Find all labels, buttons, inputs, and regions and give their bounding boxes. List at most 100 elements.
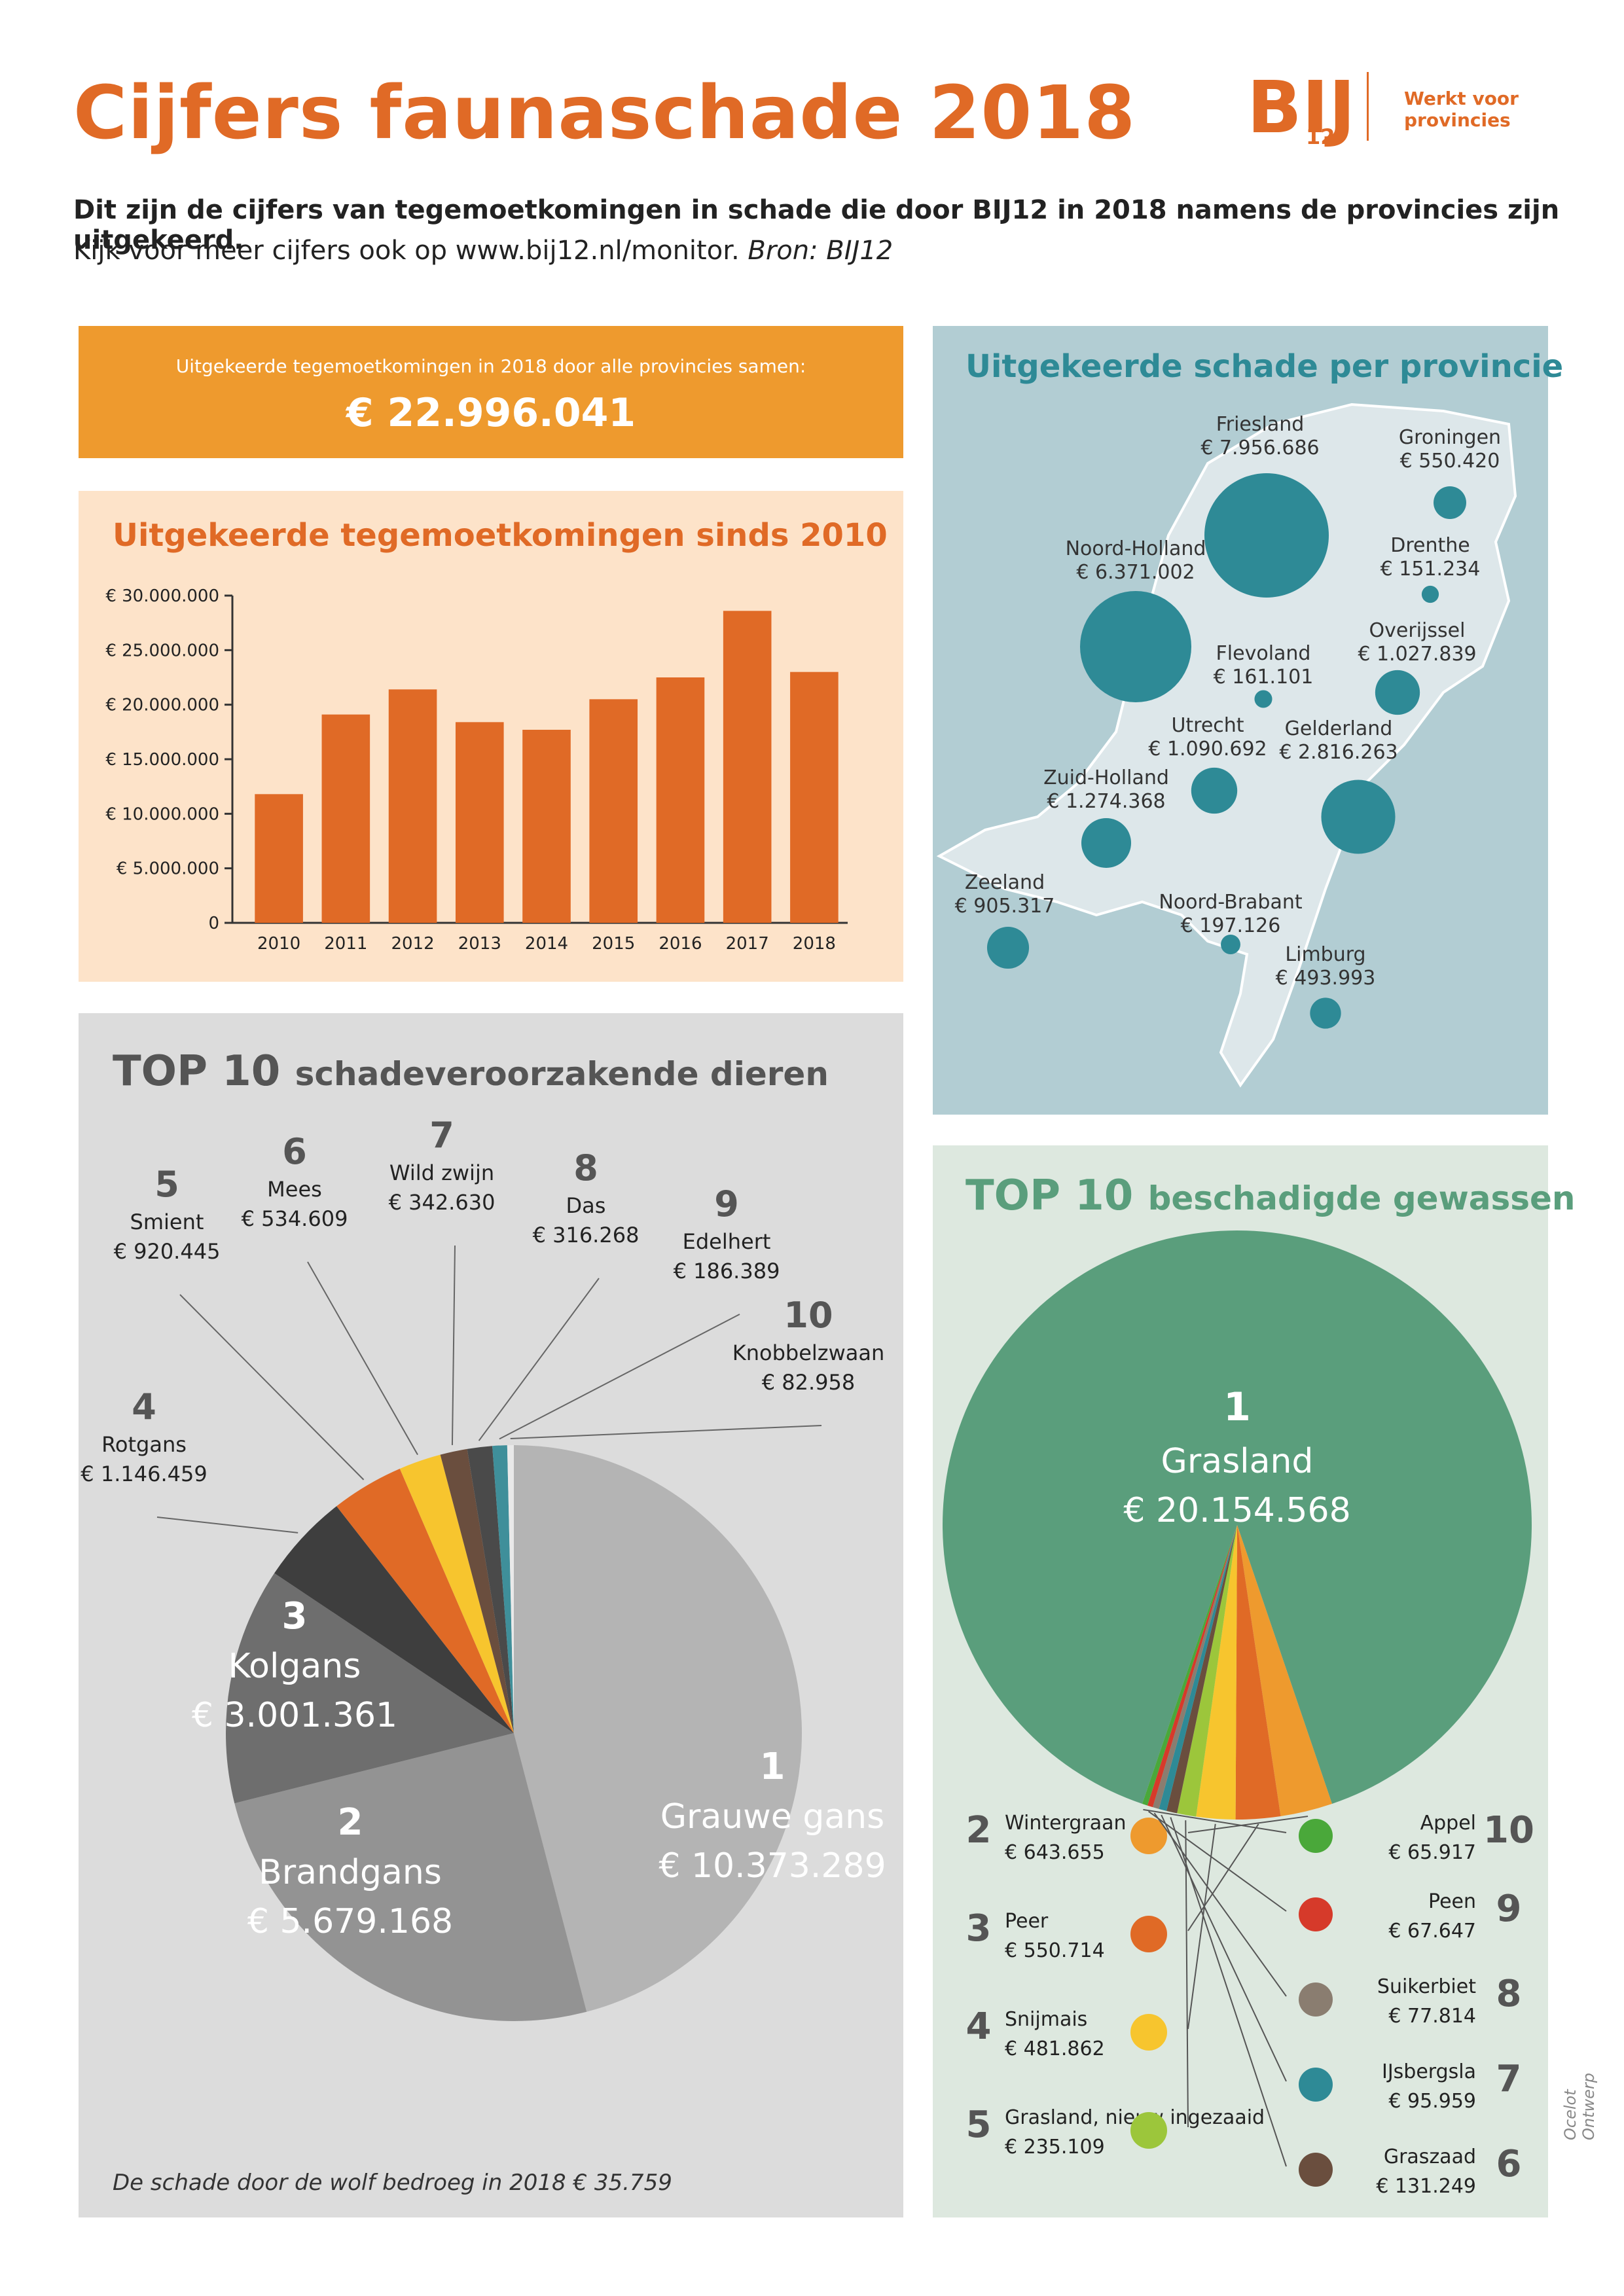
bar-2017 <box>723 611 772 923</box>
animal-rank: 6 <box>282 1131 307 1172</box>
animal-rank: 7 <box>429 1115 454 1156</box>
province-bubble-noord-brabant <box>1221 935 1240 954</box>
crop-value: € 95.959 <box>1388 2090 1476 2113</box>
logo-divider <box>1367 72 1369 141</box>
animal-name: Das <box>566 1193 606 1218</box>
crop-name: Graszaad <box>1384 2145 1476 2168</box>
crop-icon <box>1130 2112 1167 2149</box>
y-tick-label: 0 <box>208 914 219 933</box>
animal-value: € 10.373.289 <box>659 1846 886 1886</box>
crop-name: Peer <box>1005 1910 1049 1933</box>
crop-rank: 9 <box>1496 1888 1522 1930</box>
animal-name: Grauwe gans <box>660 1797 884 1837</box>
province-bubble-zuid-holland <box>1081 817 1132 869</box>
province-name: Drenthe <box>1390 534 1470 557</box>
bar-2016 <box>656 677 705 923</box>
crop-name: Grasland <box>1161 1442 1314 1481</box>
pie-slice-peer <box>1235 1525 1281 1820</box>
animal-value: € 186.389 <box>674 1259 780 1283</box>
total-label: Uitgekeerde tegemoetkomingen in 2018 doo… <box>175 355 806 377</box>
animal-rank: 5 <box>154 1164 179 1205</box>
crop-icon <box>1130 1818 1167 1854</box>
crop-leader-line <box>1147 1810 1287 1912</box>
province-name: Flevoland <box>1216 642 1311 665</box>
crop-value: € 550.714 <box>1005 1939 1105 1962</box>
crop-name: Peen <box>1428 1890 1476 1913</box>
crops-title-rest: beschadigde gewassen <box>1147 1179 1576 1217</box>
page-title: Cijfers faunaschade 2018 <box>73 71 1136 156</box>
animal-rank: 9 <box>714 1183 739 1225</box>
animal-name: Mees <box>267 1177 322 1202</box>
animal-rank: 2 <box>338 1801 363 1844</box>
province-value: € 550.420 <box>1400 450 1500 473</box>
province-value: € 1.090.692 <box>1148 738 1267 761</box>
province-value: € 1.274.368 <box>1047 790 1165 813</box>
animal-name: Rotgans <box>101 1432 187 1457</box>
pie-slice-grasland <box>943 1230 1532 1804</box>
crop-leader-line <box>1185 1820 1189 2128</box>
province-value: € 2.816.263 <box>1279 741 1398 764</box>
animal-value: € 534.609 <box>242 1206 348 1231</box>
province-name: Noord-Brabant <box>1159 891 1302 914</box>
province-name: Noord-Holland <box>1066 537 1206 560</box>
crop-leader-line <box>1187 1823 1259 1931</box>
crops-title-rank: TOP 10 <box>965 1172 1134 1220</box>
pie-slice-ijsbergsla <box>1159 1525 1237 1811</box>
crop-icon <box>1130 2014 1167 2051</box>
x-tick-label: 2014 <box>525 934 568 954</box>
animals-title: TOP 10 schadeveroorzakende dieren <box>113 1047 829 1096</box>
crop-icon <box>1130 1916 1167 1952</box>
logo-tagline: Werkt voor provincies <box>1404 88 1519 131</box>
x-tick-label: 2013 <box>458 934 501 954</box>
crop-value: € 67.647 <box>1388 1920 1476 1943</box>
crop-name: Suikerbiet <box>1377 1975 1476 1998</box>
province-bubble-gelderland <box>1321 780 1396 854</box>
x-tick-label: 2018 <box>793 934 836 954</box>
intro-line-1: Dit zijn de cijfers van tegemoetkomingen… <box>73 195 1560 255</box>
province-name: Friesland <box>1216 413 1305 436</box>
province-name: Zeeland <box>965 871 1045 894</box>
province-bubble-zeeland <box>986 926 1030 969</box>
animal-rank: 8 <box>573 1147 598 1189</box>
crop-rank: 8 <box>1496 1973 1522 2015</box>
animal-name: Kolgans <box>228 1647 361 1686</box>
province-value: € 197.126 <box>1181 914 1281 937</box>
animal-value: € 316.268 <box>533 1223 640 1247</box>
crop-value: € 20.154.568 <box>1123 1491 1350 1530</box>
animal-leader-line <box>156 1516 298 1534</box>
animal-leader-line <box>478 1278 600 1441</box>
animal-leader-line <box>451 1245 456 1445</box>
crop-rank: 4 <box>966 2005 992 2048</box>
animal-name: Smient <box>130 1210 204 1234</box>
crop-leader-line <box>1153 1812 1287 1997</box>
province-name: Zuid-Holland <box>1043 766 1169 789</box>
y-tick-label: € 20.000.000 <box>105 696 219 715</box>
total-value: € 22.996.041 <box>346 390 636 436</box>
crop-leader-line <box>1187 1816 1308 1833</box>
pie-slice-peen <box>1147 1525 1237 1808</box>
logo-number: 12 <box>1306 124 1335 149</box>
animal-value: € 1.146.459 <box>81 1462 207 1486</box>
bar-chart: 0 € 5.000.000 € 10.000.000 € 15.000.000 € 20… <box>105 586 848 954</box>
animal-name: Edelhert <box>683 1229 771 1254</box>
province-value: € 161.101 <box>1214 666 1314 689</box>
animal-leader-line <box>179 1294 365 1480</box>
crop-rank: 2 <box>966 1809 992 1852</box>
pie-slice-grauwe-gans <box>514 1445 802 2012</box>
bar-2012 <box>388 689 437 923</box>
crop-leader-line <box>1187 1823 1216 2030</box>
map-title: Uitgekeerde schade per provincie <box>965 348 1564 385</box>
province-bubble-flevoland <box>1254 690 1272 708</box>
x-tick-label: 2017 <box>726 934 769 954</box>
animal-value: € 5.679.168 <box>247 1902 453 1941</box>
y-tick-label: € 15.000.000 <box>105 750 219 770</box>
animal-leader-line <box>307 1261 418 1456</box>
x-tick-label: 2012 <box>391 934 434 954</box>
bar-2011 <box>321 714 370 923</box>
pie-slice-appel <box>1142 1525 1237 1806</box>
crop-value: € 131.249 <box>1376 2175 1476 2198</box>
crop-value: € 235.109 <box>1005 2136 1105 2159</box>
crop-value: € 643.655 <box>1005 1841 1105 1864</box>
pie-slice-graszaad <box>1166 1525 1237 1814</box>
province-name: Utrecht <box>1171 714 1244 737</box>
